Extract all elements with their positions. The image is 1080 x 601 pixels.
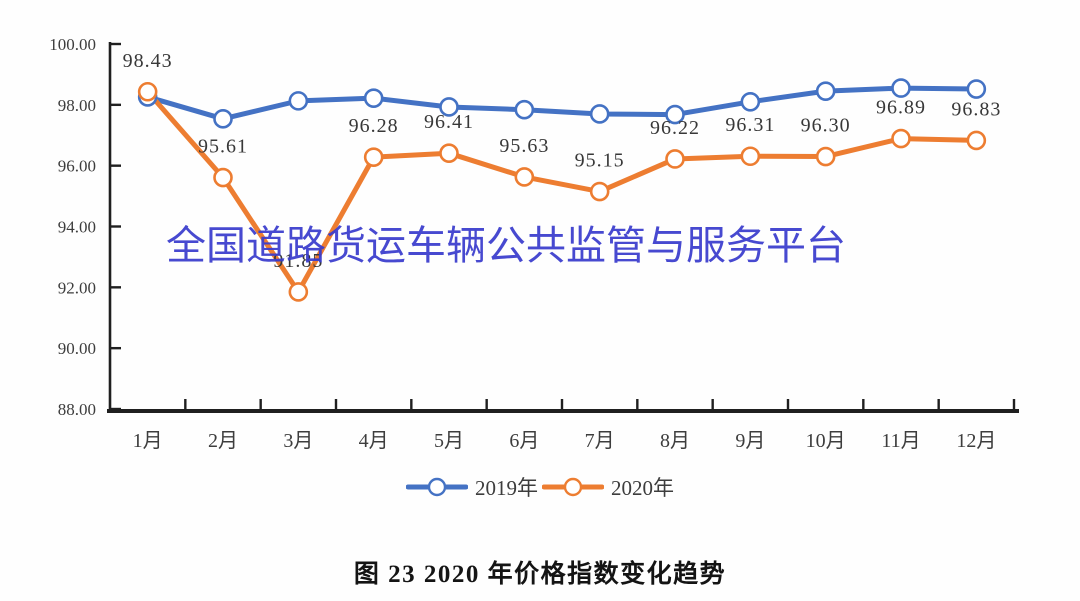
x-axis-label: 11月 <box>881 430 920 452</box>
legend-line-marker-icon <box>542 477 604 497</box>
data-point-marker-2020年 <box>740 146 761 167</box>
price-index-line-chart: 100.00 98.00 96.00 94.00 92.00 90.00 88.00 1月 2月… <box>49 35 1019 452</box>
watermark-text: 全国道路货运车辆公共监管与服务平台 <box>166 223 846 269</box>
data-label: 96.83 <box>951 98 1001 120</box>
legend-label: 2020年 <box>611 476 674 500</box>
y-axis-label: 90.00 <box>58 339 96 358</box>
data-label: 95.61 <box>198 136 248 158</box>
x-axis-label: 2月 <box>208 430 238 452</box>
y-axis-label: 94.00 <box>58 218 96 237</box>
data-point-marker-2020年 <box>589 181 610 202</box>
x-axis-label: 5月 <box>434 430 464 452</box>
legend-item-2019年: 2019年 <box>406 472 538 502</box>
data-point-marker-2019年 <box>891 78 911 98</box>
data-point-marker-2019年 <box>514 99 535 120</box>
data-point-marker-2019年 <box>740 91 761 112</box>
x-axis-label: 1月 <box>133 430 163 452</box>
data-point-marker-2019年 <box>966 79 987 99</box>
x-axis-label: 6月 <box>509 430 539 452</box>
legend-item-2020年: 2020年 <box>542 472 674 502</box>
data-point-marker-2019年 <box>213 109 233 129</box>
y-axis-label: 92.00 <box>58 278 96 297</box>
data-point-marker-2019年 <box>288 91 309 111</box>
data-point-marker-2019年 <box>589 104 610 124</box>
x-axis-label: 10月 <box>806 430 846 452</box>
series-line-2019年 <box>145 85 979 122</box>
x-axis-label: 9月 <box>735 430 765 452</box>
data-point-marker-2020年 <box>966 130 987 151</box>
x-axis-label: 3月 <box>283 430 313 452</box>
data-point-marker-2020年 <box>815 146 836 167</box>
data-point-marker-2020年 <box>213 167 233 188</box>
x-axis-label: 8月 <box>660 430 690 452</box>
data-point-marker-2020年 <box>891 128 911 149</box>
data-label: 98.43 <box>123 50 173 72</box>
legend-circle-marker <box>427 477 447 497</box>
data-point-marker-2019年 <box>439 97 459 117</box>
series-line-2020年 <box>145 89 979 295</box>
data-point-marker-2019年 <box>665 104 685 125</box>
data-point-marker-2020年 <box>363 147 384 167</box>
data-label: 96.28 <box>349 115 399 137</box>
y-axis-label: 96.00 <box>58 157 96 176</box>
data-label: 95.15 <box>575 150 625 172</box>
data-label: 96.22 <box>650 117 700 139</box>
data-point-marker-2019年 <box>363 88 384 108</box>
legend-circle-marker <box>563 477 583 497</box>
data-label: 95.63 <box>499 135 549 157</box>
data-label: 96.41 <box>424 111 474 133</box>
y-axis-label: 98.00 <box>58 96 96 115</box>
x-axis-label: 12月 <box>956 430 996 452</box>
data-point-marker-2020年 <box>665 149 685 169</box>
data-point-marker-2020年 <box>514 167 535 187</box>
y-axis-label: 100.00 <box>49 35 96 54</box>
legend-label: 2019年 <box>475 476 538 500</box>
data-point-marker-2020年 <box>288 282 309 302</box>
x-axis-label: 4月 <box>359 430 389 452</box>
data-label: 96.31 <box>725 114 775 136</box>
chart-legend: 2019年 2020年 <box>0 472 1080 502</box>
data-label: 91.85 <box>273 250 323 272</box>
data-label: 96.89 <box>876 97 926 119</box>
data-point-marker-2020年 <box>439 143 459 163</box>
data-point-marker-2020年 <box>137 81 158 102</box>
y-axis-label: 88.00 <box>58 400 96 419</box>
data-label: 96.30 <box>801 115 851 137</box>
legend-line-marker-icon <box>406 477 468 497</box>
x-axis-label: 7月 <box>585 430 615 452</box>
figure-caption: 图 23 2020 年价格指数变化趋势 <box>353 561 727 588</box>
data-point-marker-2019年 <box>815 81 836 101</box>
chart-area: 100.00 98.00 96.00 94.00 92.00 90.00 88.00 1月 2月… <box>49 35 1019 452</box>
